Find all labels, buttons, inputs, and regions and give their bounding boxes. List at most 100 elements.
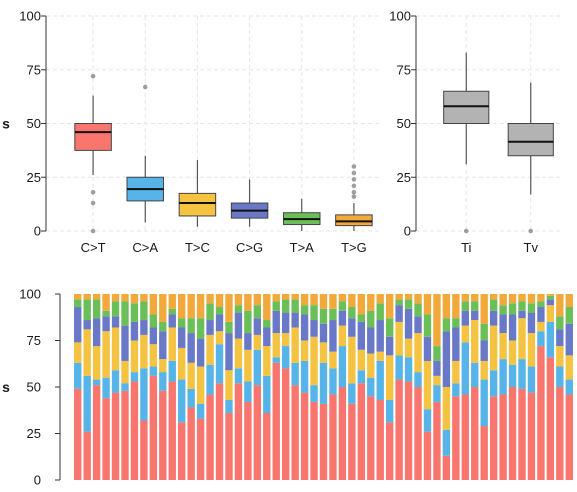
x-tick-label-c-to-a: C>A <box>132 240 158 255</box>
stacked-segment-c-to-g <box>178 327 186 348</box>
stacked-segment-t-to-g <box>206 294 214 304</box>
x-tick-label-c-to-g: C>G <box>236 240 263 255</box>
stacked-segment-t-to-a <box>149 314 158 328</box>
stacked-segment-t-to-c <box>433 375 441 386</box>
stacked-segment-t-to-c <box>206 334 214 365</box>
stacked-segment-c-to-t <box>272 362 280 480</box>
stacked-segment-c-to-g <box>319 323 328 343</box>
stacked-segment-c-to-g <box>168 314 176 328</box>
stacked-segment-t-to-a <box>102 310 110 317</box>
stacked-segment-t-to-c <box>168 327 176 361</box>
stacked-segment-t-to-c <box>395 321 403 356</box>
stacked-segment-c-to-t <box>508 387 517 480</box>
stacked-bar-panel: 0 25 50 75 100 s <box>2 287 573 488</box>
stacked-segment-c-to-a <box>414 372 422 387</box>
stacked-segment-t-to-g <box>319 294 328 309</box>
stacked-segment-c-to-g <box>253 318 262 335</box>
stacked-segment-c-to-a <box>329 368 337 395</box>
stacked-segment-t-to-g <box>556 294 564 317</box>
stacked-segment-t-to-a <box>187 318 195 334</box>
stacked-segment-t-to-g <box>471 294 479 302</box>
stacked-segment-c-to-t <box>140 420 148 480</box>
stacked-segment-c-to-t <box>92 385 101 480</box>
stacked-segment-c-to-g <box>225 333 233 371</box>
outlier-point-t-to-g <box>351 190 357 195</box>
stacked-segment-t-to-c <box>480 360 488 380</box>
stacked-segment-t-to-c <box>442 387 451 430</box>
stacked-segment-c-to-g <box>338 310 347 326</box>
stacked-segment-t-to-a <box>83 299 91 321</box>
stacked-segment-c-to-t <box>234 383 243 480</box>
stacked-segment-t-to-g <box>348 294 356 308</box>
stacked-segment-c-to-t <box>74 388 82 480</box>
stacked-segment-c-to-a <box>508 364 517 387</box>
stacked-segment-t-to-c <box>263 346 271 376</box>
stacked-segment-c-to-t <box>461 394 469 480</box>
stacked-segment-c-to-t <box>102 398 110 480</box>
stacked-segment-t-to-c <box>565 355 573 380</box>
stacked-segment-c-to-a <box>461 342 469 395</box>
x-tick-label-t-to-a: T>A <box>290 240 315 255</box>
stacked-segment-c-to-t <box>159 390 167 480</box>
stacked-segment-t-to-g <box>282 294 290 300</box>
stacked-segment-t-to-g <box>130 294 139 304</box>
stacked-segment-c-to-t <box>367 396 375 480</box>
stacked-segment-t-to-g <box>74 294 82 300</box>
stacked-segment-c-to-a <box>102 377 110 399</box>
stacked-segment-c-to-g <box>74 307 82 343</box>
stacked-segment-t-to-g <box>310 294 318 306</box>
stacked-segment-c-to-a <box>253 349 262 386</box>
outlier-point-c-to-t <box>90 200 96 206</box>
box-t-to-c <box>178 192 217 217</box>
stacked-segment-c-to-g <box>244 333 252 350</box>
stacked-segment-t-to-g <box>423 294 432 315</box>
stacked-segment-t-to-g <box>461 294 469 302</box>
stacked-segment-t-to-g <box>414 294 422 304</box>
stacked-segment-c-to-a <box>149 366 158 376</box>
outlier-point-ti <box>463 228 469 234</box>
stacked-segment-t-to-a <box>527 303 536 313</box>
stack-y-axis-tick-label: 75 <box>27 333 41 348</box>
stacked-segment-t-to-a <box>215 307 224 315</box>
stacked-segment-t-to-g <box>83 294 91 300</box>
stacked-segment-c-to-g <box>357 321 365 350</box>
stacked-segment-c-to-g <box>234 312 243 339</box>
stacked-segment-t-to-c <box>357 349 365 371</box>
stacked-segment-c-to-t <box>404 381 413 480</box>
stacked-segment-c-to-g <box>537 307 545 322</box>
stacked-segment-t-to-c <box>92 346 101 380</box>
stacked-segment-t-to-c <box>508 340 517 365</box>
stacked-segment-c-to-t <box>357 383 365 480</box>
stacked-segment-t-to-c <box>452 360 460 384</box>
stacked-segment-c-to-a <box>338 346 347 387</box>
stacked-segment-c-to-g <box>159 331 167 360</box>
stacked-segment-c-to-t <box>83 431 91 480</box>
stacked-segment-c-to-g <box>196 338 205 367</box>
stacked-segment-c-to-g <box>130 321 139 341</box>
stacked-segment-c-to-g <box>499 314 507 334</box>
stacked-segment-t-to-g <box>291 294 299 300</box>
stacked-segment-c-to-a <box>480 379 488 427</box>
stacked-segment-c-to-t <box>319 403 328 480</box>
stacked-segment-c-to-t <box>121 390 129 480</box>
stacked-segment-c-to-t <box>178 422 186 480</box>
stacked-segment-c-to-a <box>499 359 507 395</box>
stacked-segment-t-to-c <box>130 340 139 373</box>
stacked-segment-c-to-a <box>140 368 148 421</box>
stacked-segment-c-to-a <box>423 409 432 432</box>
stacked-segment-t-to-a <box>423 314 432 337</box>
stacked-segment-t-to-a <box>461 301 469 311</box>
stacked-segment-t-to-a <box>433 346 441 361</box>
stacked-segment-c-to-a <box>291 362 299 386</box>
stacked-segment-c-to-t <box>130 381 139 480</box>
stacked-segment-t-to-g <box>300 294 309 306</box>
stacked-segment-c-to-g <box>149 327 158 345</box>
stacked-segment-c-to-g <box>282 312 290 334</box>
stacked-segment-t-to-c <box>423 360 432 410</box>
stacked-segment-c-to-g <box>442 331 451 387</box>
stacked-segment-c-to-g <box>385 336 394 356</box>
stack-y-axis-tick-label: 25 <box>27 426 41 441</box>
stacked-segment-t-to-c <box>348 336 356 384</box>
stacked-segment-t-to-g <box>253 294 262 306</box>
stacked-segment-c-to-g <box>556 329 564 347</box>
